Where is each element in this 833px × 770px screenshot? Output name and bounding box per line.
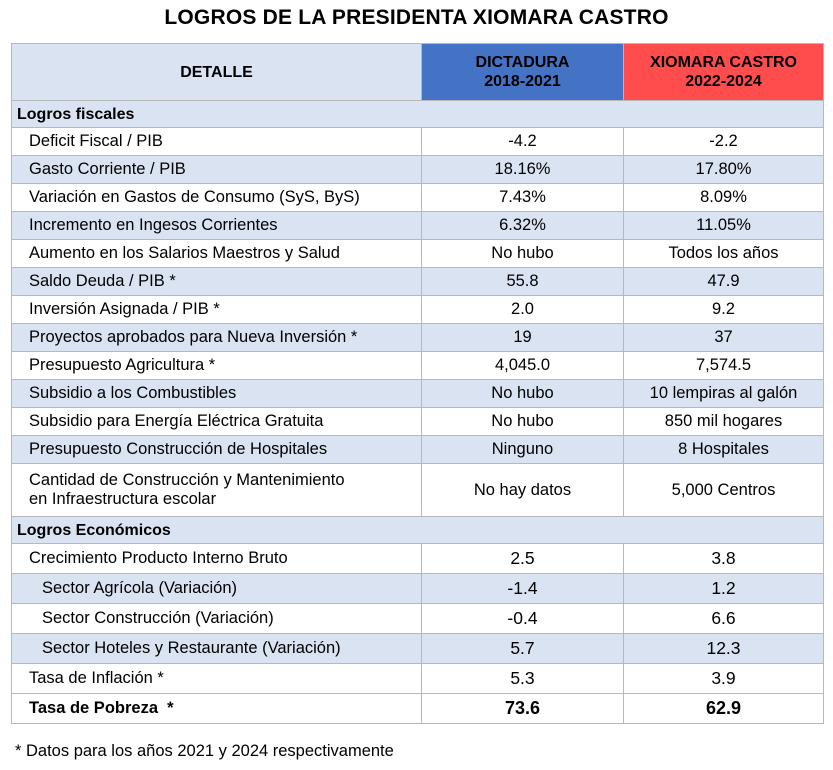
row-label: Saldo Deuda / PIB * [11,267,422,296]
row-label: Presupuesto Construcción de Hospitales [11,435,422,464]
value-dictadura: 5.3 [421,663,624,694]
achievements-table: DETALLE DICTADURA 2018-2021 XIOMARA CAST… [11,43,824,724]
row-label: Aumento en los Salarios Maestros y Salud [11,239,422,268]
row-label: Variación en Gastos de Consumo (SyS, ByS… [11,183,422,212]
value-dictadura: 55.8 [421,267,624,296]
table-row: Incremento en Ingesos Corrientes 6.32% 1… [11,211,824,240]
row-label: Subsidio para Energía Eléctrica Gratuita [11,407,422,436]
value-xiomara: 5,000 Centros [623,463,824,517]
row-label: Proyectos aprobados para Nueva Inversión… [11,323,422,352]
table-row: Sector Agrícola (Variación) -1.4 1.2 [11,573,824,604]
row-label: Tasa de Pobreza * [11,693,422,724]
header-xiomara-label: XIOMARA CASTRO [650,54,797,71]
table-row: Cantidad de Construcción y Mantenimiento… [11,463,824,517]
value-dictadura: -0.4 [421,603,624,634]
header-dictadura: DICTADURA 2018-2021 [421,43,624,101]
value-xiomara: 47.9 [623,267,824,296]
row-label: Sector Construcción (Variación) [11,603,422,634]
section-title: Logros Económicos [11,516,824,544]
row-label: Inversión Asignada / PIB * [11,295,422,324]
value-dictadura: No hubo [421,239,624,268]
header-xiomara-years: 2022-2024 [685,73,762,90]
table-row: Aumento en los Salarios Maestros y Salud… [11,239,824,268]
header-dictadura-years: 2018-2021 [484,73,561,90]
row-label: Deficit Fiscal / PIB [11,127,422,156]
value-dictadura: 73.6 [421,693,624,724]
section-title: Logros fiscales [11,100,824,128]
header-xiomara: XIOMARA CASTRO 2022-2024 [623,43,824,101]
section-header-fiscal: Logros fiscales [11,100,824,128]
value-xiomara: 37 [623,323,824,352]
table-row: Variación en Gastos de Consumo (SyS, ByS… [11,183,824,212]
value-dictadura: 6.32% [421,211,624,240]
table-row: Crecimiento Producto Interno Bruto 2.5 3… [11,543,824,574]
row-label: Gasto Corriente / PIB [11,155,422,184]
value-xiomara: 12.3 [623,633,824,664]
table-row: Sector Construcción (Variación) -0.4 6.6 [11,603,824,634]
table-row: Gasto Corriente / PIB 18.16% 17.80% [11,155,824,184]
page-title: LOGROS DE LA PRESIDENTA XIOMARA CASTRO [164,6,669,29]
table-row: Inversión Asignada / PIB * 2.0 9.2 [11,295,824,324]
value-dictadura: 2.5 [421,543,624,574]
value-xiomara: 1.2 [623,573,824,604]
table-row: Sector Hoteles y Restaurante (Variación)… [11,633,824,664]
value-dictadura: 7.43% [421,183,624,212]
value-xiomara: -2.2 [623,127,824,156]
row-label: Subsidio a los Combustibles [11,379,422,408]
value-xiomara: 17.80% [623,155,824,184]
row-label: Cantidad de Construcción y Mantenimiento… [11,463,422,517]
value-dictadura: 2.0 [421,295,624,324]
value-xiomara: 6.6 [623,603,824,634]
value-dictadura: No hubo [421,379,624,408]
section-header-economic: Logros Económicos [11,516,824,544]
value-xiomara: 11.05% [623,211,824,240]
table-row: Presupuesto Construcción de Hospitales N… [11,435,824,464]
row-label: Tasa de Inflación * [11,663,422,694]
value-dictadura: 4,045.0 [421,351,624,380]
value-xiomara: Todos los años [623,239,824,268]
value-xiomara: 850 mil hogares [623,407,824,436]
row-label: Sector Agrícola (Variación) [11,573,422,604]
value-xiomara: 7,574.5 [623,351,824,380]
value-dictadura: No hay datos [421,463,624,517]
value-xiomara: 62.9 [623,693,824,724]
row-label-line: en Infraestructura escolar [29,490,217,508]
header-dictadura-label: DICTADURA [475,54,570,71]
value-xiomara: 9.2 [623,295,824,324]
value-xiomara: 3.8 [623,543,824,574]
table-header-row: DETALLE DICTADURA 2018-2021 XIOMARA CAST… [11,43,824,101]
value-dictadura: 18.16% [421,155,624,184]
row-label-line: Cantidad de Construcción y Mantenimiento [29,471,345,489]
value-dictadura: Ninguno [421,435,624,464]
row-label: Presupuesto Agricultura * [11,351,422,380]
table-row: Proyectos aprobados para Nueva Inversión… [11,323,824,352]
value-dictadura: No hubo [421,407,624,436]
value-dictadura: 19 [421,323,624,352]
row-label: Crecimiento Producto Interno Bruto [11,543,422,574]
table-row: Subsidio para Energía Eléctrica Gratuita… [11,407,824,436]
header-detalle: DETALLE [11,43,422,101]
value-dictadura: -4.2 [421,127,624,156]
table-row: Tasa de Inflación * 5.3 3.9 [11,663,824,694]
row-label: Incremento en Ingesos Corrientes [11,211,422,240]
table-row: Deficit Fiscal / PIB -4.2 -2.2 [11,127,824,156]
value-dictadura: -1.4 [421,573,624,604]
footnote: * Datos para los años 2021 y 2024 respec… [15,742,394,760]
table-row: Subsidio a los Combustibles No hubo 10 l… [11,379,824,408]
value-xiomara: 8.09% [623,183,824,212]
table-row: Saldo Deuda / PIB * 55.8 47.9 [11,267,824,296]
row-label: Sector Hoteles y Restaurante (Variación) [11,633,422,664]
value-xiomara: 8 Hospitales [623,435,824,464]
value-dictadura: 5.7 [421,633,624,664]
value-xiomara: 3.9 [623,663,824,694]
value-xiomara: 10 lempiras al galón [623,379,824,408]
table-row: Presupuesto Agricultura * 4,045.0 7,574.… [11,351,824,380]
table-row: Tasa de Pobreza * 73.6 62.9 [11,693,824,724]
